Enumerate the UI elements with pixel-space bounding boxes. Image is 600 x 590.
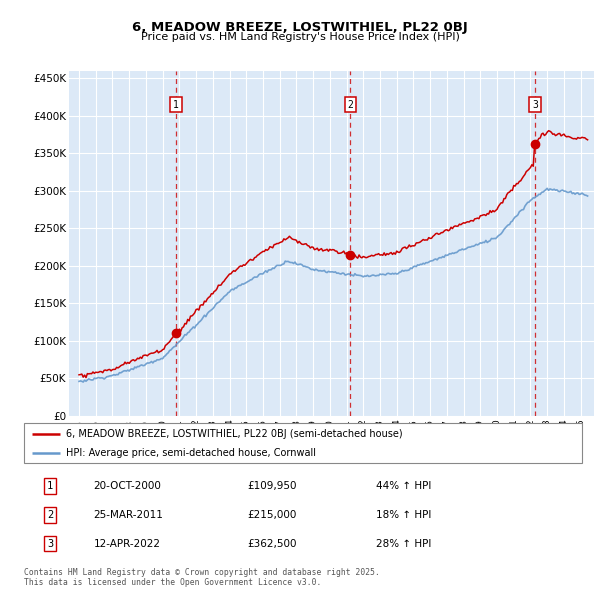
Text: 6, MEADOW BREEZE, LOSTWITHIEL, PL22 0BJ: 6, MEADOW BREEZE, LOSTWITHIEL, PL22 0BJ [132, 21, 468, 34]
Text: 20-OCT-2000: 20-OCT-2000 [94, 481, 161, 491]
Text: HPI: Average price, semi-detached house, Cornwall: HPI: Average price, semi-detached house,… [66, 448, 316, 458]
Text: 18% ↑ HPI: 18% ↑ HPI [376, 510, 431, 520]
Text: 3: 3 [532, 100, 538, 110]
Text: 2: 2 [347, 100, 353, 110]
Text: 1: 1 [173, 100, 179, 110]
Text: 3: 3 [47, 539, 53, 549]
Text: 1: 1 [47, 481, 53, 491]
Text: 12-APR-2022: 12-APR-2022 [94, 539, 161, 549]
Text: £109,950: £109,950 [247, 481, 297, 491]
Text: £215,000: £215,000 [247, 510, 296, 520]
Text: 44% ↑ HPI: 44% ↑ HPI [376, 481, 431, 491]
Text: 6, MEADOW BREEZE, LOSTWITHIEL, PL22 0BJ (semi-detached house): 6, MEADOW BREEZE, LOSTWITHIEL, PL22 0BJ … [66, 430, 403, 440]
Text: £362,500: £362,500 [247, 539, 297, 549]
Text: 2: 2 [47, 510, 53, 520]
Text: Contains HM Land Registry data © Crown copyright and database right 2025.
This d: Contains HM Land Registry data © Crown c… [24, 568, 380, 587]
Text: 28% ↑ HPI: 28% ↑ HPI [376, 539, 431, 549]
Text: 25-MAR-2011: 25-MAR-2011 [94, 510, 164, 520]
Text: Price paid vs. HM Land Registry's House Price Index (HPI): Price paid vs. HM Land Registry's House … [140, 32, 460, 42]
